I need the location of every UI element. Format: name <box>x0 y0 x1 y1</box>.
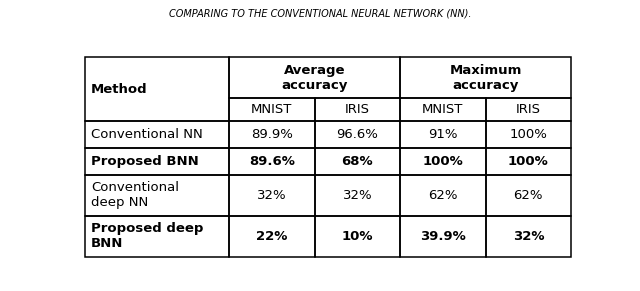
Bar <box>85 216 229 257</box>
Bar <box>85 121 229 148</box>
Bar <box>486 175 571 216</box>
Bar <box>400 57 571 98</box>
Text: COMPARING TO THE CONVENTIONAL NEURAL NETWORK (NN).: COMPARING TO THE CONVENTIONAL NEURAL NET… <box>169 9 471 19</box>
Bar <box>400 148 486 175</box>
Bar <box>85 175 229 216</box>
Text: 32%: 32% <box>342 189 372 202</box>
Text: Average
accuracy: Average accuracy <box>282 64 348 92</box>
Text: 68%: 68% <box>342 155 373 168</box>
Bar <box>229 175 315 216</box>
Text: 32%: 32% <box>513 230 544 243</box>
Text: 62%: 62% <box>513 189 543 202</box>
Text: Maximum
accuracy: Maximum accuracy <box>449 64 522 92</box>
Text: 96.6%: 96.6% <box>337 128 378 141</box>
Text: Conventional
deep NN: Conventional deep NN <box>91 181 179 210</box>
Text: IRIS: IRIS <box>516 103 541 116</box>
Text: 91%: 91% <box>428 128 458 141</box>
Text: 32%: 32% <box>257 189 287 202</box>
Bar <box>486 148 571 175</box>
Text: 62%: 62% <box>428 189 458 202</box>
Bar <box>85 57 229 121</box>
Text: 100%: 100% <box>422 155 463 168</box>
Bar <box>229 98 315 121</box>
Bar <box>229 57 400 98</box>
Text: 89.6%: 89.6% <box>249 155 295 168</box>
Bar <box>400 175 486 216</box>
Bar <box>486 98 571 121</box>
Bar <box>229 148 315 175</box>
Bar <box>400 121 486 148</box>
Bar <box>315 148 400 175</box>
Text: 10%: 10% <box>342 230 373 243</box>
Text: 100%: 100% <box>508 155 548 168</box>
Text: MNIST: MNIST <box>422 103 463 116</box>
Bar <box>315 121 400 148</box>
Bar <box>85 148 229 175</box>
Text: 89.9%: 89.9% <box>251 128 292 141</box>
Bar <box>229 216 315 257</box>
Bar <box>486 216 571 257</box>
Text: IRIS: IRIS <box>345 103 370 116</box>
Text: 100%: 100% <box>509 128 547 141</box>
Bar <box>315 216 400 257</box>
Text: Proposed deep
BNN: Proposed deep BNN <box>91 222 204 250</box>
Text: MNIST: MNIST <box>251 103 292 116</box>
Bar <box>400 98 486 121</box>
Text: 22%: 22% <box>256 230 287 243</box>
Bar <box>400 216 486 257</box>
Text: Conventional NN: Conventional NN <box>91 128 203 141</box>
Text: Method: Method <box>91 83 148 96</box>
Text: Proposed BNN: Proposed BNN <box>91 155 198 168</box>
Bar <box>229 121 315 148</box>
Bar <box>315 98 400 121</box>
Bar <box>486 121 571 148</box>
Text: 39.9%: 39.9% <box>420 230 466 243</box>
Bar <box>315 175 400 216</box>
